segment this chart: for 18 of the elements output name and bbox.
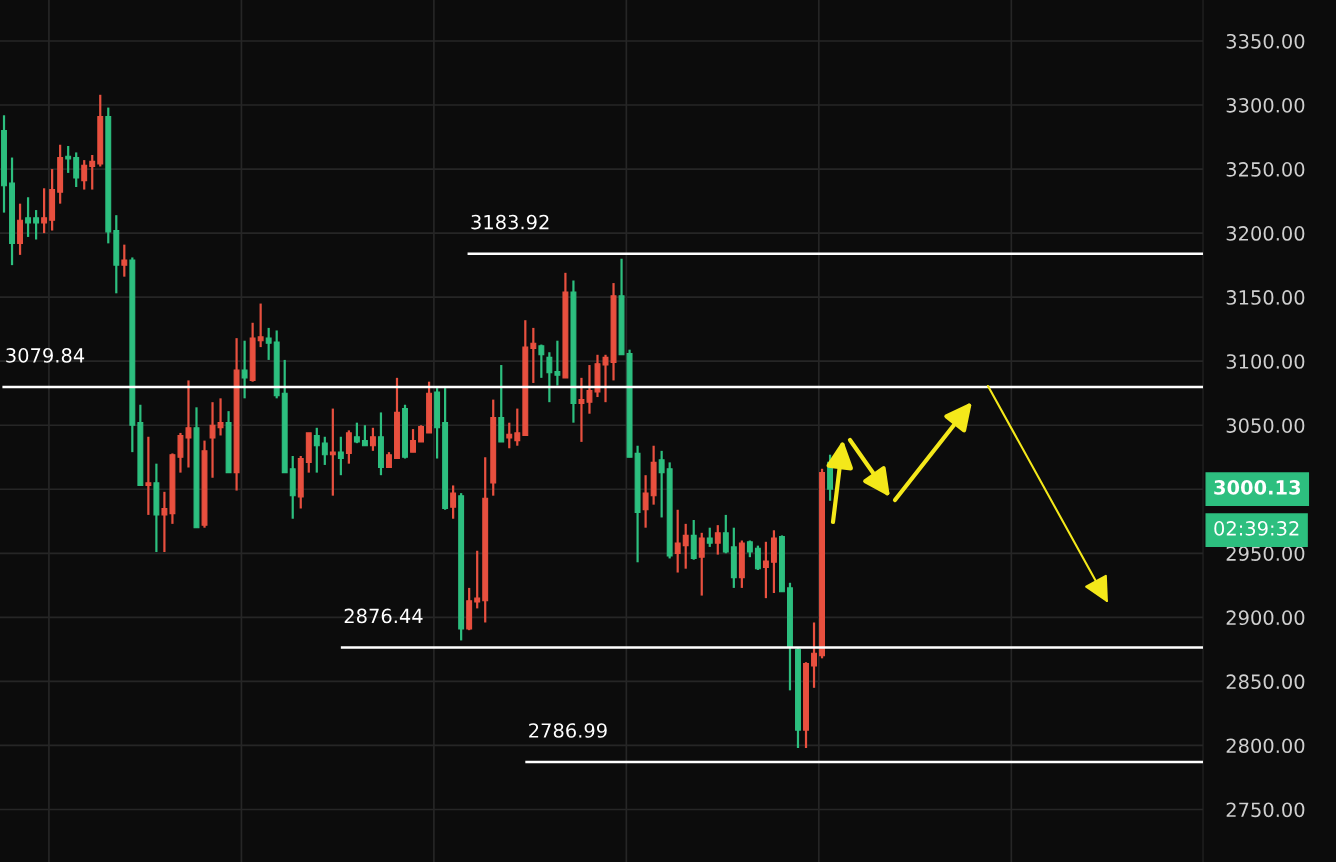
y-tick-label: 2900.00 — [1226, 610, 1305, 626]
candlestick — [418, 424, 425, 443]
y-tick-label: 3350.00 — [1226, 33, 1305, 49]
ref-line-label: 3183.92 — [471, 214, 549, 230]
y-tick-label: 2750.00 — [1226, 802, 1305, 818]
y-tick-label: 3200.00 — [1226, 226, 1305, 241]
ref-line-label: 3079.84 — [6, 348, 85, 363]
text: 02:39:32 — [1214, 521, 1299, 536]
y-tick-label: 3050.00 — [1226, 418, 1305, 433]
ref-line-label: 2786.99 — [529, 723, 607, 738]
text: 3000.13 — [1214, 480, 1301, 495]
y-tick-label: 3150.00 — [1226, 290, 1305, 305]
y-tick-label: 2850.00 — [1226, 674, 1305, 690]
y-tick-label: 2800.00 — [1226, 738, 1305, 754]
y-tick-label: 3250.00 — [1226, 162, 1305, 177]
ref-line-label: 2876.44 — [344, 608, 423, 624]
y-tick-label: 3300.00 — [1226, 97, 1305, 113]
y-tick-label: 3100.00 — [1226, 354, 1305, 369]
